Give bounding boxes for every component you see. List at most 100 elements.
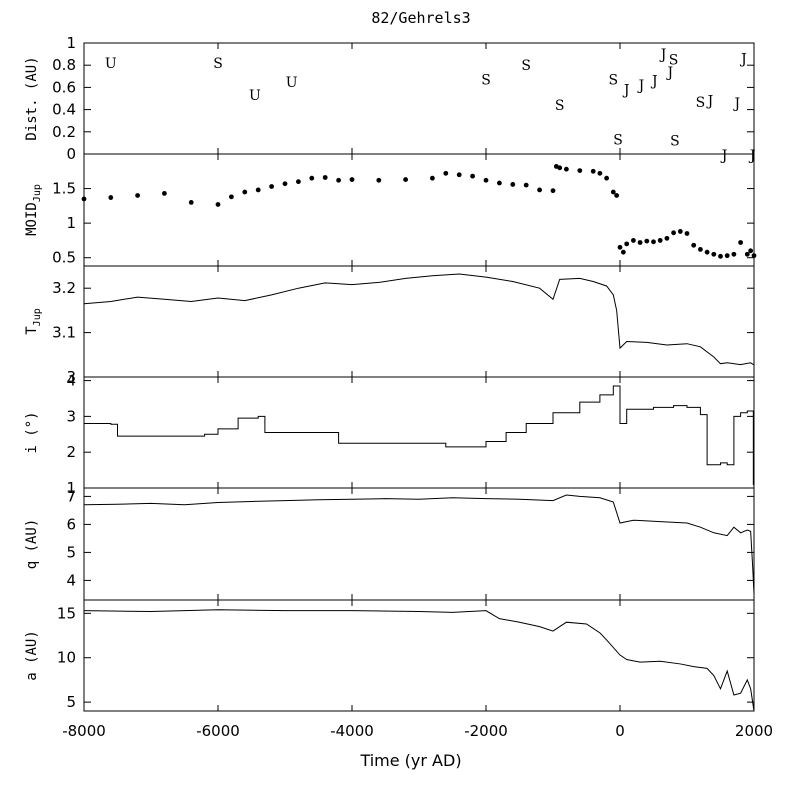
xtick-label: -2000 [464, 722, 508, 740]
encounter-J: J [720, 148, 728, 164]
moid-point [617, 244, 623, 250]
moid-point [296, 179, 301, 185]
series-line-q [83, 494, 755, 595]
encounter-S: S [521, 58, 531, 74]
xtick-label: 0 [615, 722, 625, 740]
ytick-label: 3 [66, 368, 76, 386]
ytick-label: 3.2 [52, 279, 76, 297]
panel-frame-incl [83, 376, 755, 489]
panel-q: 4 5 6 7 q (AU) [24, 487, 755, 601]
ylabel-q: q (AU) [24, 519, 40, 570]
moid-point [336, 177, 341, 183]
ytick-label: 0.8 [52, 56, 76, 74]
moid-point [684, 231, 690, 236]
moid-point [497, 180, 502, 186]
encounter-S: S [670, 134, 680, 150]
moid-point [282, 181, 288, 187]
panel-a: 5 10 15 a (AU) [24, 599, 755, 712]
encounter-J: J [659, 47, 667, 63]
panel-tjup: 3 3.1 3.2 TJup [24, 265, 755, 386]
moid-point [162, 191, 167, 196]
x-axis-label: Time (yr AD) [359, 751, 461, 770]
moid-point [677, 229, 683, 234]
moid-point [229, 194, 234, 200]
moid-point [577, 168, 583, 173]
ytick-label: 0.5 [52, 249, 76, 267]
moid-point [637, 240, 643, 245]
moid-point [704, 249, 710, 255]
ylabel-a: a (AU) [24, 630, 40, 681]
moid-point [724, 253, 730, 259]
moid-point [215, 202, 221, 207]
x-axis: -8000 -6000 -4000 -2000 0 2000 [62, 722, 773, 740]
series-line-a [83, 609, 755, 712]
panel-incl: 1 2 3 4 i (°) [24, 372, 755, 497]
encounter-J: J [706, 94, 714, 110]
ytick-label: 1 [66, 214, 76, 232]
moid-point [657, 238, 663, 243]
moid-point [738, 240, 743, 245]
moid-point [349, 177, 355, 182]
moid-point [557, 165, 563, 171]
moid-point [523, 182, 529, 188]
ytick-label: 4 [66, 372, 76, 390]
xtick-label: 2000 [735, 722, 773, 740]
ytick-label: 3 [66, 407, 76, 425]
ytick-label: 1 [66, 479, 76, 497]
moid-point [671, 230, 676, 236]
ylabel-moid: MOIDJup [24, 184, 43, 236]
ytick-label: 5 [66, 693, 76, 711]
moid-point [651, 239, 656, 245]
encounter-U: U [105, 56, 117, 72]
encounter-S: S [213, 56, 223, 72]
moid-point [537, 187, 542, 193]
encounter-S: S [613, 133, 623, 149]
moid-point [604, 175, 609, 181]
encounter-S: S [696, 95, 706, 111]
moid-point [624, 241, 630, 247]
moid-point [376, 177, 382, 183]
moid-point [550, 188, 556, 194]
encounter-U: U [286, 75, 298, 91]
encounter-S: S [555, 98, 565, 114]
panel-moid: 0.5 1 1.5 MOIDJup [24, 153, 757, 267]
ylabel-dist: Dist. (AU) [24, 56, 40, 140]
panel-frame-dist [83, 42, 755, 155]
moid-point [430, 175, 435, 181]
moid-point [744, 251, 750, 257]
encounter-J: J [739, 52, 747, 68]
moid-point [483, 177, 489, 183]
moid-point [590, 168, 596, 174]
moid-point [751, 253, 757, 259]
encounter-S: S [481, 73, 491, 89]
encounter-S: S [669, 53, 679, 69]
moid-point [135, 193, 141, 198]
moid-point [610, 189, 616, 195]
ytick-label: 0.4 [52, 101, 76, 119]
encounter-J: J [748, 148, 756, 164]
moid-point [644, 238, 650, 244]
moid-point [711, 251, 717, 257]
ytick-label: 7 [66, 487, 76, 505]
ylabel-incl: i (°) [24, 411, 40, 453]
moid-point [456, 172, 462, 178]
ytick-label: 3.1 [52, 324, 76, 342]
encounter-U: U [249, 88, 261, 104]
ytick-label: 4 [66, 571, 76, 589]
ytick-label: 2 [66, 443, 76, 461]
moid-point [718, 253, 723, 259]
moid-point [242, 189, 248, 195]
moid-point [81, 196, 87, 202]
moid-point [255, 187, 261, 193]
moid-point [597, 170, 603, 176]
series-line-tjup [83, 273, 755, 366]
encounter-S: S [609, 73, 619, 89]
encounter-J: J [637, 78, 645, 94]
xtick-label: -8000 [62, 722, 106, 740]
ytick-label: 0.2 [52, 123, 76, 141]
ytick-label: 6 [66, 515, 76, 533]
moid-point [403, 177, 408, 182]
